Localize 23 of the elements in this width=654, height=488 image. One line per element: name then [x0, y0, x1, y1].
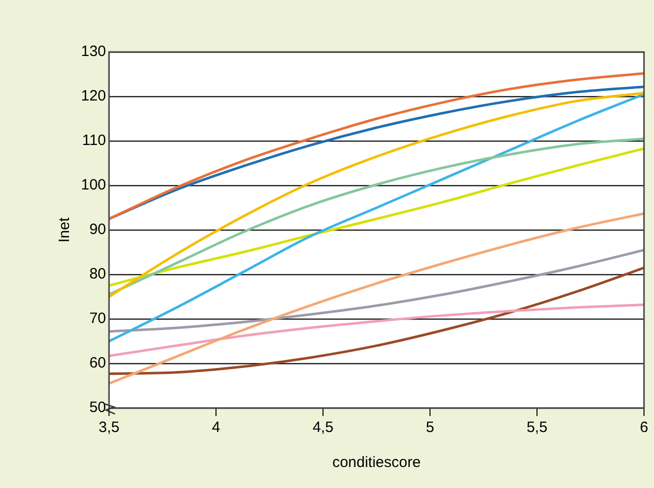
y-tick-label: 60: [89, 354, 106, 372]
line-series: [109, 93, 644, 342]
y-tick-label: 110: [82, 132, 106, 150]
x-tick-label: 6: [640, 419, 648, 436]
y-tick-label: 80: [89, 266, 106, 283]
line-series: [109, 212, 644, 385]
y-tick-label: 70: [89, 310, 106, 328]
y-tick-label: 100: [80, 176, 106, 194]
line-series: [109, 248, 644, 333]
line-series: [109, 266, 644, 375]
x-tick-label: 3,5: [98, 419, 120, 436]
line-series: [109, 92, 644, 298]
y-tick-label: 90: [89, 221, 106, 238]
x-tick-label: 5: [426, 419, 434, 436]
line-series: [109, 304, 644, 358]
x-axis-title: conditiescore: [332, 454, 421, 472]
y-tick-label: 50: [89, 399, 106, 416]
y-tick-label: 130: [80, 43, 106, 60]
x-tick-label: 5,5: [526, 419, 548, 436]
x-tick-label: 4: [212, 419, 220, 436]
x-tick-label: 4,5: [312, 419, 334, 436]
y-tick-label: 120: [80, 88, 106, 105]
y-axis-title: Inet: [56, 216, 74, 243]
